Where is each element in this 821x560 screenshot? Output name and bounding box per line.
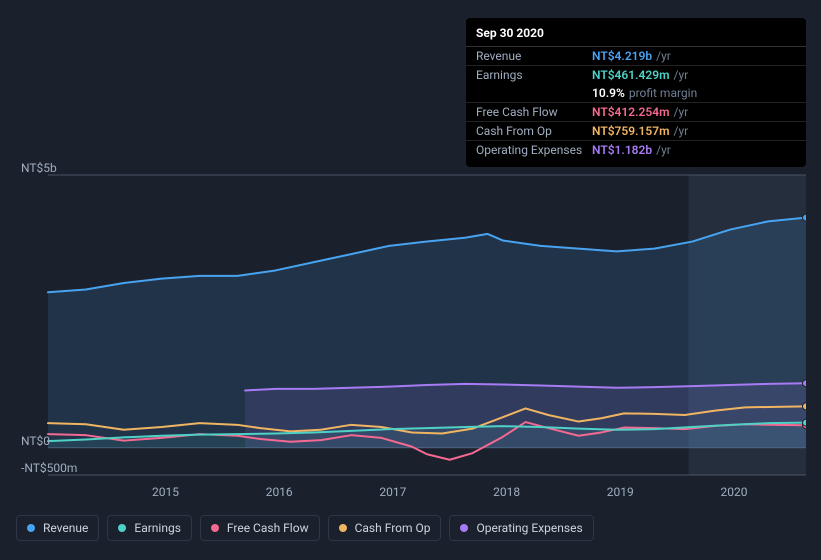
- tooltip-row-suffix: /yr: [674, 124, 689, 138]
- legend-dot-icon: [211, 524, 219, 532]
- x-axis-label: 2016: [266, 485, 293, 499]
- legend-label: Free Cash Flow: [227, 521, 309, 535]
- legend-label: Operating Expenses: [476, 521, 582, 535]
- tooltip-row-label: Earnings: [476, 68, 592, 82]
- legend-item-free-cash-flow[interactable]: Free Cash Flow: [200, 515, 320, 541]
- legend-item-earnings[interactable]: Earnings: [107, 515, 192, 541]
- y-axis-label: -NT$500m: [21, 461, 66, 475]
- tooltip-row-suffix: /yr: [674, 68, 689, 82]
- tooltip-row-suffix: /yr: [674, 105, 689, 119]
- tooltip-row-label: Cash From Op: [476, 124, 592, 138]
- y-axis-label: NT$5b: [21, 161, 66, 175]
- tooltip-row-value: NT$759.157m: [592, 124, 670, 138]
- x-axis-label: 2019: [607, 485, 634, 499]
- x-axis-label: 2017: [379, 485, 406, 499]
- legend-item-operating-expenses[interactable]: Operating Expenses: [449, 515, 593, 541]
- x-axis-label: 2015: [152, 485, 179, 499]
- legend-label: Revenue: [43, 521, 88, 535]
- chart-legend: Revenue Earnings Free Cash Flow Cash From O…: [16, 515, 594, 541]
- legend-label: Cash From Op: [355, 521, 431, 535]
- chart-tooltip: Sep 30 2020 RevenueNT$4.219b/yrEarningsN…: [466, 18, 806, 167]
- tooltip-row-suffix: /yr: [656, 49, 671, 63]
- financials-chart[interactable]: NT$5b NT$0 -NT$500m 2015 2016 2017 2018 2019 20…: [16, 155, 806, 505]
- tooltip-row: EarningsNT$461.429m/yr: [466, 66, 806, 84]
- tooltip-row: Free Cash FlowNT$412.254m/yr: [466, 103, 806, 122]
- tooltip-profit-margin: 10.9% profit margin: [466, 84, 806, 103]
- tooltip-date: Sep 30 2020: [466, 26, 806, 47]
- legend-label: Earnings: [134, 521, 181, 535]
- legend-dot-icon: [118, 524, 126, 532]
- tooltip-row-value: NT$412.254m: [592, 105, 670, 119]
- legend-dot-icon: [339, 524, 347, 532]
- tooltip-row: RevenueNT$4.219b/yr: [466, 47, 806, 66]
- y-axis-label: NT$0: [21, 434, 66, 448]
- legend-item-cash-from-op[interactable]: Cash From Op: [328, 515, 442, 541]
- tooltip-row-value: NT$4.219b: [592, 49, 652, 63]
- tooltip-row-value: NT$461.429m: [592, 68, 670, 82]
- chart-canvas: [16, 155, 806, 505]
- tooltip-row-label: Free Cash Flow: [476, 105, 592, 119]
- legend-dot-icon: [460, 524, 468, 532]
- legend-item-revenue[interactable]: Revenue: [16, 515, 99, 541]
- tooltip-row-label: Revenue: [476, 49, 592, 63]
- x-axis-label: 2018: [493, 485, 520, 499]
- legend-dot-icon: [27, 524, 35, 532]
- x-axis-label: 2020: [720, 485, 747, 499]
- tooltip-row: Cash From OpNT$759.157m/yr: [466, 122, 806, 141]
